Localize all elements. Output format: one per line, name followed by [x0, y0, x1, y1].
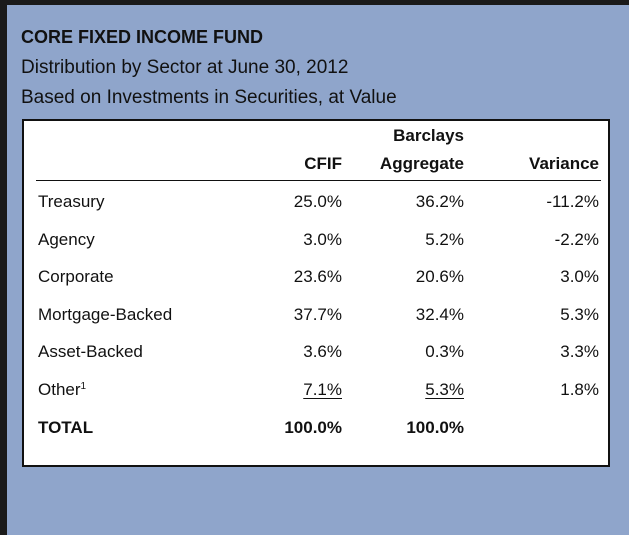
total-value: 100.0% — [406, 417, 464, 437]
value: 36.2% — [314, 192, 464, 212]
total-value: 100.0% — [284, 417, 342, 437]
row-label: Treasury — [38, 192, 105, 211]
value-text: 3.3% — [560, 342, 599, 362]
title: CORE FIXED INCOME FUND — [21, 27, 264, 47]
value-text: 3.0% — [560, 267, 599, 287]
value-text: 5.3% — [425, 380, 464, 399]
value-text: 32.4% — [415, 304, 464, 324]
column-header: Aggregate — [379, 154, 464, 173]
value: -11.2% — [494, 192, 599, 212]
value: 5.3% — [494, 305, 599, 325]
value: 5.2% — [314, 230, 464, 250]
row-label: Mortgage-Backed — [38, 304, 173, 324]
value-text: 5.3% — [560, 304, 599, 324]
value-text: 36.2% — [415, 192, 464, 211]
column-header: Variance — [529, 154, 599, 173]
value: 3.0% — [214, 230, 342, 250]
value-text: 3.0% — [303, 229, 342, 249]
value: 3.0% — [494, 267, 599, 287]
footnote-marker: 1 — [80, 381, 87, 392]
column-header: Barclays — [393, 126, 464, 145]
value-text: 23.6% — [293, 267, 342, 287]
value: 0.3% — [314, 342, 464, 362]
value-text: 3.6% — [303, 342, 342, 362]
value-text: 25.0% — [293, 192, 342, 211]
value-text: 37.7% — [293, 304, 342, 324]
value: 3.6% — [214, 342, 342, 362]
value: 23.6% — [214, 267, 342, 287]
value-text: 1.8% — [560, 380, 599, 399]
value-text: 7.1% — [303, 380, 342, 399]
row-label: Corporate — [38, 267, 114, 287]
row-label: Other1 — [38, 380, 87, 399]
value: -2.2% — [494, 230, 599, 250]
value-text: 5.2% — [425, 229, 464, 249]
value: 32.4% — [314, 305, 464, 325]
value-text: 0.3% — [425, 342, 464, 362]
value: 3.3% — [494, 342, 599, 362]
subtitle: Distribution by Sector at June 30, 2012 — [21, 57, 349, 78]
value-text: -2.2% — [554, 229, 599, 249]
total-label: TOTAL — [38, 417, 94, 437]
table: CFIF Barclays Aggregate Variance Treasury 25.… — [22, 119, 610, 467]
row-label: Asset-Backed — [38, 342, 143, 362]
value: 7.1% — [214, 380, 342, 400]
value: 1.8% — [494, 380, 599, 400]
value: 5.3% — [314, 380, 464, 400]
row-label: Agency — [38, 229, 95, 249]
note: Based on Investments in Securities, at V… — [21, 87, 397, 108]
value: 25.0% — [214, 192, 342, 212]
header-rule — [36, 180, 601, 181]
value: 20.6% — [314, 267, 464, 287]
column-header: CFIF — [304, 154, 342, 173]
value-text: -11.2% — [546, 192, 599, 211]
value-text: 20.6% — [415, 267, 464, 287]
value: 37.7% — [214, 305, 342, 325]
